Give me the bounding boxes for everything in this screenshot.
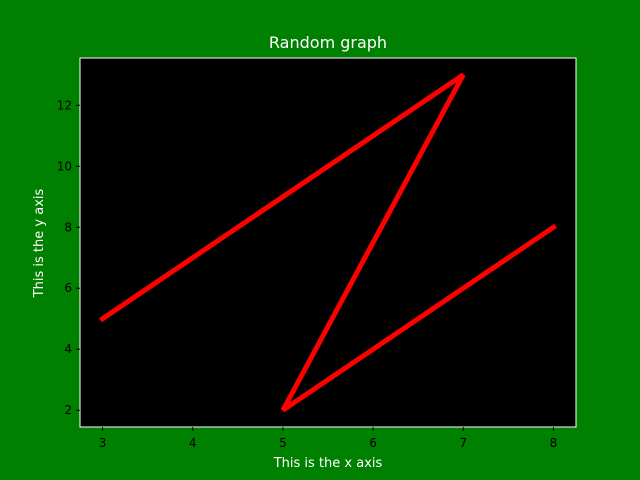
y-axis-label: This is the y axis bbox=[32, 189, 47, 299]
chart-title: Random graph bbox=[269, 33, 387, 52]
plot-area bbox=[80, 58, 576, 427]
x-tick-label: 3 bbox=[99, 436, 107, 450]
x-tick-label: 4 bbox=[189, 436, 197, 450]
series-line-0 bbox=[99, 72, 557, 413]
plot-frame bbox=[79, 57, 577, 428]
x-tick-label: 8 bbox=[550, 436, 558, 450]
y-tick-label: 8 bbox=[64, 220, 72, 234]
y-tick-label: 4 bbox=[64, 342, 72, 356]
chart-marks bbox=[99, 72, 557, 413]
x-tick-label: 6 bbox=[369, 436, 377, 450]
x-axis-label: This is the x axis bbox=[273, 456, 383, 471]
y-axis: 2 4 6 8 10 12 bbox=[57, 98, 80, 417]
y-tick-label: 2 bbox=[64, 403, 72, 417]
x-tick-label: 5 bbox=[279, 436, 287, 450]
y-tick-label: 12 bbox=[57, 98, 72, 112]
x-axis: 3 4 5 6 7 8 bbox=[99, 427, 558, 450]
x-tick-label: 7 bbox=[459, 436, 467, 450]
y-tick-label: 10 bbox=[57, 159, 72, 173]
y-tick-label: 6 bbox=[64, 281, 72, 295]
